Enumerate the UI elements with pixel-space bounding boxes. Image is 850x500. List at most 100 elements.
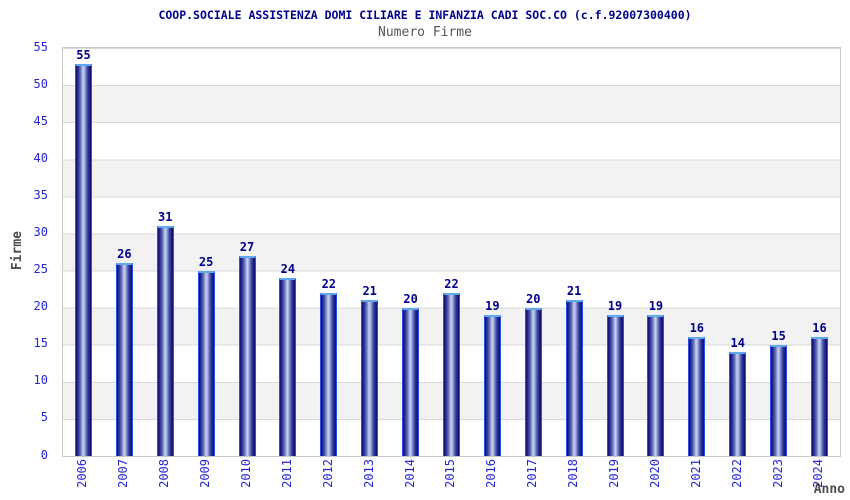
x-tick-slot: 2017 [512,459,553,499]
plot-area: 55 26 31 25 27 24 22 21 20 22 19 20 21 19 19 16 14 15 16 [62,47,841,457]
bar-slot: 25 [186,48,227,456]
x-axis-title: Anno [813,482,845,497]
bar [74,64,92,456]
bar-slot: 27 [227,48,268,456]
x-tick-label: 2019 [607,459,622,488]
bar [524,307,542,456]
bar-slot: 16 [676,48,717,456]
x-tick-slot: 2023 [757,459,798,499]
bar [197,270,215,456]
bar-slot: 21 [554,48,595,456]
y-tick-label: 10 [33,373,48,388]
bar [483,315,501,456]
x-tick-slot: 2012 [307,459,348,499]
bar-slot: 19 [472,48,513,456]
bar [647,315,665,456]
x-tick-label: 2021 [688,459,703,488]
y-tick-label: 45 [33,113,48,128]
bar [156,226,174,456]
bar-value-label: 24 [280,261,296,276]
chart-subtitle: Numero Firme [378,25,472,40]
bar [402,307,420,456]
bar-value-label: 16 [812,321,827,336]
y-tick-label: 20 [33,299,48,314]
bar-slot: 19 [635,48,676,456]
y-tick-label: 5 [40,410,48,425]
bar-value-label: 55 [76,48,91,62]
x-tick-label: 2018 [566,459,581,488]
bars-row: 55 26 31 25 27 24 22 21 20 22 19 20 21 19 19 16 14 15 16 [63,48,840,456]
x-tick-label: 2013 [361,459,376,488]
bar-value-label: 22 [444,276,459,291]
bar [688,337,706,456]
bar-value-label: 25 [198,254,214,269]
chart-title: COOP.SOCIALE ASSISTENZA DOMI CILIARE E I… [158,8,692,22]
bar-slot: 22 [308,48,349,456]
y-tick-label: 50 [33,76,48,91]
x-tick-label: 2014 [402,459,417,488]
bar [770,344,788,456]
x-tick-slot: 2009 [185,459,226,499]
x-tick-label: 2022 [729,459,744,488]
bar-slot: 15 [758,48,799,456]
x-tick-label: 2007 [116,459,131,488]
bar-value-label: 19 [648,299,664,314]
bar-value-label: 16 [689,321,705,336]
bar-slot: 14 [717,48,758,456]
bar-slot: 16 [799,48,840,456]
bar-slot: 20 [513,48,554,456]
bar-value-label: 31 [158,210,173,225]
bar [238,255,256,456]
bar-value-label: 20 [403,291,418,306]
bar-slot: 19 [595,48,636,456]
bar-slot: 26 [104,48,145,456]
bar [320,292,338,456]
y-tick-label: 30 [33,225,48,239]
x-tick-slot: 2015 [430,459,471,499]
x-tick-slot: 2021 [675,459,716,499]
bar-slot: 22 [431,48,472,456]
x-tick-label: 2017 [525,459,540,488]
x-tick-slot: 2006 [62,459,103,499]
x-tick-slot: 2008 [144,459,185,499]
bar-slot: 55 [63,48,104,456]
bar-slot: 20 [390,48,431,456]
bar [279,277,297,456]
y-tick-label: 40 [33,150,48,165]
x-tick-slot: 2007 [103,459,144,499]
x-tick-label: 2015 [443,459,458,488]
x-tick-label: 2006 [75,459,90,488]
x-tick-label: 2009 [198,459,213,488]
y-tick-label: 35 [33,187,48,202]
bar-value-label: 19 [485,299,500,314]
y-tick-label: 15 [33,336,48,351]
x-axis: 2006 2007 2008 2009 2010 2011 2012 2013 2014 2015… [62,459,839,499]
x-tick-label: 2023 [770,459,785,488]
x-tick-label: 2008 [157,459,172,488]
x-tick-slot: 2016 [471,459,512,499]
y-axis: 0 5 10 15 20 25 30 35 40 45 50 55 [0,40,56,462]
x-tick-label: 2010 [239,459,253,488]
bar [606,315,624,456]
bar-value-label: 21 [566,284,582,299]
x-tick-label: 2020 [647,459,662,488]
x-tick-slot: 2014 [389,459,430,499]
x-tick-label: 2016 [484,459,499,488]
bar-value-label: 27 [239,239,255,254]
y-tick-label: 25 [33,262,48,276]
x-tick-slot: 2022 [716,459,757,499]
bar-value-label: 22 [321,276,337,291]
bar-value-label: 14 [730,336,745,351]
y-tick-label: 0 [40,447,48,462]
x-tick-slot: 2013 [348,459,389,499]
bar [565,300,583,456]
bar-value-label: 21 [362,284,377,299]
x-tick-slot: 2020 [634,459,675,499]
y-tick-label: 55 [33,39,48,54]
bar [810,337,828,456]
x-tick-label: 2012 [320,459,335,488]
bar [361,300,379,456]
x-tick-slot: 2019 [594,459,635,499]
x-tick-slot: 2018 [553,459,594,499]
